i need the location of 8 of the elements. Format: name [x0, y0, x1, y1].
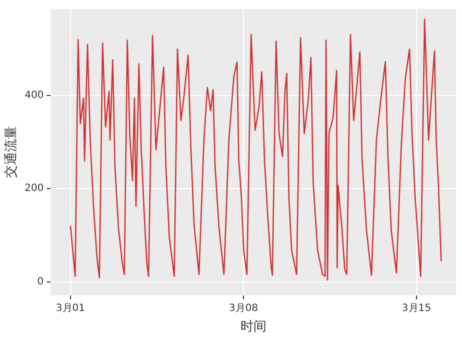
x-tick-label: 3月15 — [402, 302, 432, 314]
y-axis-title: 交通流量 — [3, 126, 20, 178]
y-tick-label: 400 — [24, 90, 44, 101]
y-tick-label: 0 — [37, 276, 44, 288]
y-tick-label: 200 — [24, 183, 44, 194]
x-tick-label: 3月01 — [56, 302, 86, 314]
x-tick-label: 3月08 — [228, 302, 258, 314]
x-axis-title: 时间 — [240, 320, 266, 335]
